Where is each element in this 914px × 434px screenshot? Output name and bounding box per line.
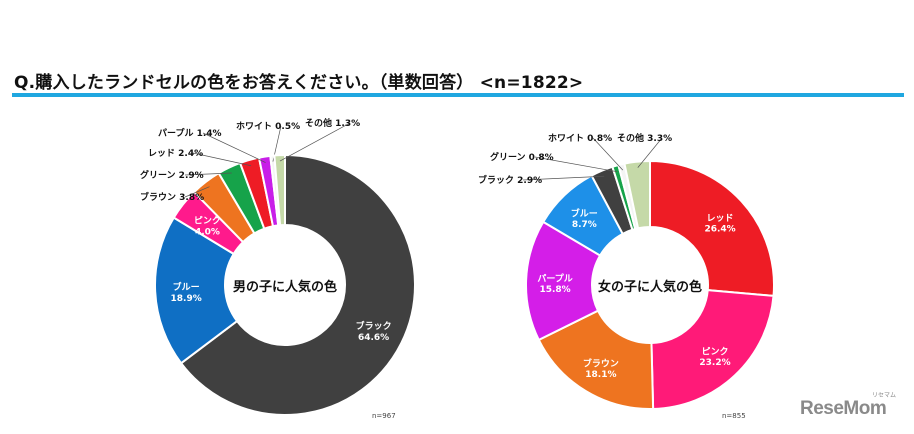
slice-label-0-5: レッド 2.4% bbox=[148, 148, 203, 159]
center-label-0: 男の子に人気の色 bbox=[233, 279, 337, 295]
slice-0-8 bbox=[273, 153, 286, 227]
slice-label-0-4: グリーン 2.9% bbox=[140, 169, 204, 181]
girls-donut-chart: レッド 26.4% ピンク 23.2% ブラウン 18.1% パープル 15.8% ブルー 8.7… bbox=[478, 132, 775, 420]
sample-size-note-1: n=855 bbox=[722, 412, 746, 420]
boys-donut-chart: ブラック 64.6% ブルー 18.9% ピンク 4.0% ブラウン 3.8% グリーン 2.… bbox=[140, 117, 416, 420]
center-label-1: 女の子に人気の色 bbox=[598, 279, 702, 295]
leader-line-1-8 bbox=[637, 137, 663, 168]
slice-1-1 bbox=[650, 289, 775, 410]
slice-1-2 bbox=[537, 309, 655, 410]
slice-1-0 bbox=[649, 159, 775, 297]
leader-line-1-7 bbox=[592, 137, 624, 171]
leader-line-0-6 bbox=[202, 132, 266, 163]
leader-line-1-6 bbox=[534, 156, 618, 173]
slice-label-0-0: ブラック 64.6% bbox=[356, 320, 392, 343]
slice-label-1-2: ブラウン 18.1% bbox=[583, 357, 619, 380]
slice-label-0-1: ブルー 18.9% bbox=[171, 281, 202, 304]
sample-size-note-0: n=967 bbox=[372, 412, 396, 420]
slice-label-1-8: その他 3.3% bbox=[617, 132, 672, 144]
slice-label-0-2: ピンク 4.0% bbox=[194, 214, 221, 237]
slice-label-0-8: その他 1.3% bbox=[305, 117, 360, 129]
title-divider bbox=[12, 93, 904, 97]
logo-kana: リセマム bbox=[872, 392, 897, 399]
slice-label-1-4: ブルー 8.7% bbox=[571, 207, 598, 230]
slice-0-0 bbox=[179, 153, 416, 416]
slice-label-0-6: パープル 1.4% bbox=[158, 127, 222, 139]
slice-label-1-0: レッド 26.4% bbox=[704, 213, 735, 235]
leader-line-1-5 bbox=[522, 175, 605, 181]
slice-label-1-5: ブラック 2.9% bbox=[478, 174, 542, 186]
slice-label-1-6: グリーン 0.8% bbox=[490, 151, 554, 163]
slice-label-0-3: ブラウン 3.8% bbox=[140, 191, 204, 203]
slice-label-1-7: ホワイト 0.8% bbox=[548, 133, 612, 144]
slice-label-1-1: ピンク 23.2% bbox=[699, 345, 730, 368]
slice-label-1-3: パープル 15.8% bbox=[537, 272, 572, 295]
question-title: Q.購入したランドセルの色をお答えください。（単数回答） <n=1822> bbox=[14, 73, 584, 93]
slice-label-0-7: ホワイト 0.5% bbox=[236, 121, 300, 132]
leader-line-0-3 bbox=[184, 186, 210, 198]
leader-line-0-4 bbox=[184, 172, 232, 176]
leader-line-0-8 bbox=[279, 122, 351, 162]
resemom-logo: ReseMom bbox=[800, 398, 887, 419]
leader-line-0-5 bbox=[192, 152, 252, 167]
slice-1-8 bbox=[623, 159, 651, 230]
slice-0-1 bbox=[154, 216, 239, 365]
